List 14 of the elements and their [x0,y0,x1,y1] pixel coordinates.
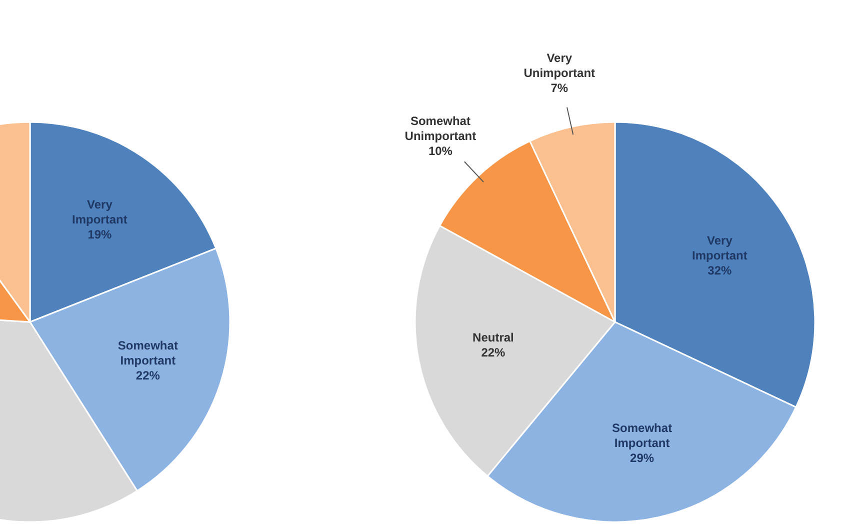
data-label: 22% [136,368,160,382]
data-label: 32% [708,264,732,278]
data-label: 22% [481,346,506,360]
slice-label: Somewhat Unimportant [404,114,476,144]
data-label: 19% [88,227,112,242]
data-label: 7% [550,81,568,96]
slice-label: Very Unimportant [524,51,596,80]
slice-label: Very Important [692,234,748,263]
data-label: 10% [428,144,453,158]
slice-label: Very Important [72,197,128,226]
slice-label: Neutral [472,330,514,345]
slice-label: Somewhat Important [612,421,672,450]
slice-label: Somewhat Important [118,338,178,368]
data-label: 29% [630,451,654,466]
